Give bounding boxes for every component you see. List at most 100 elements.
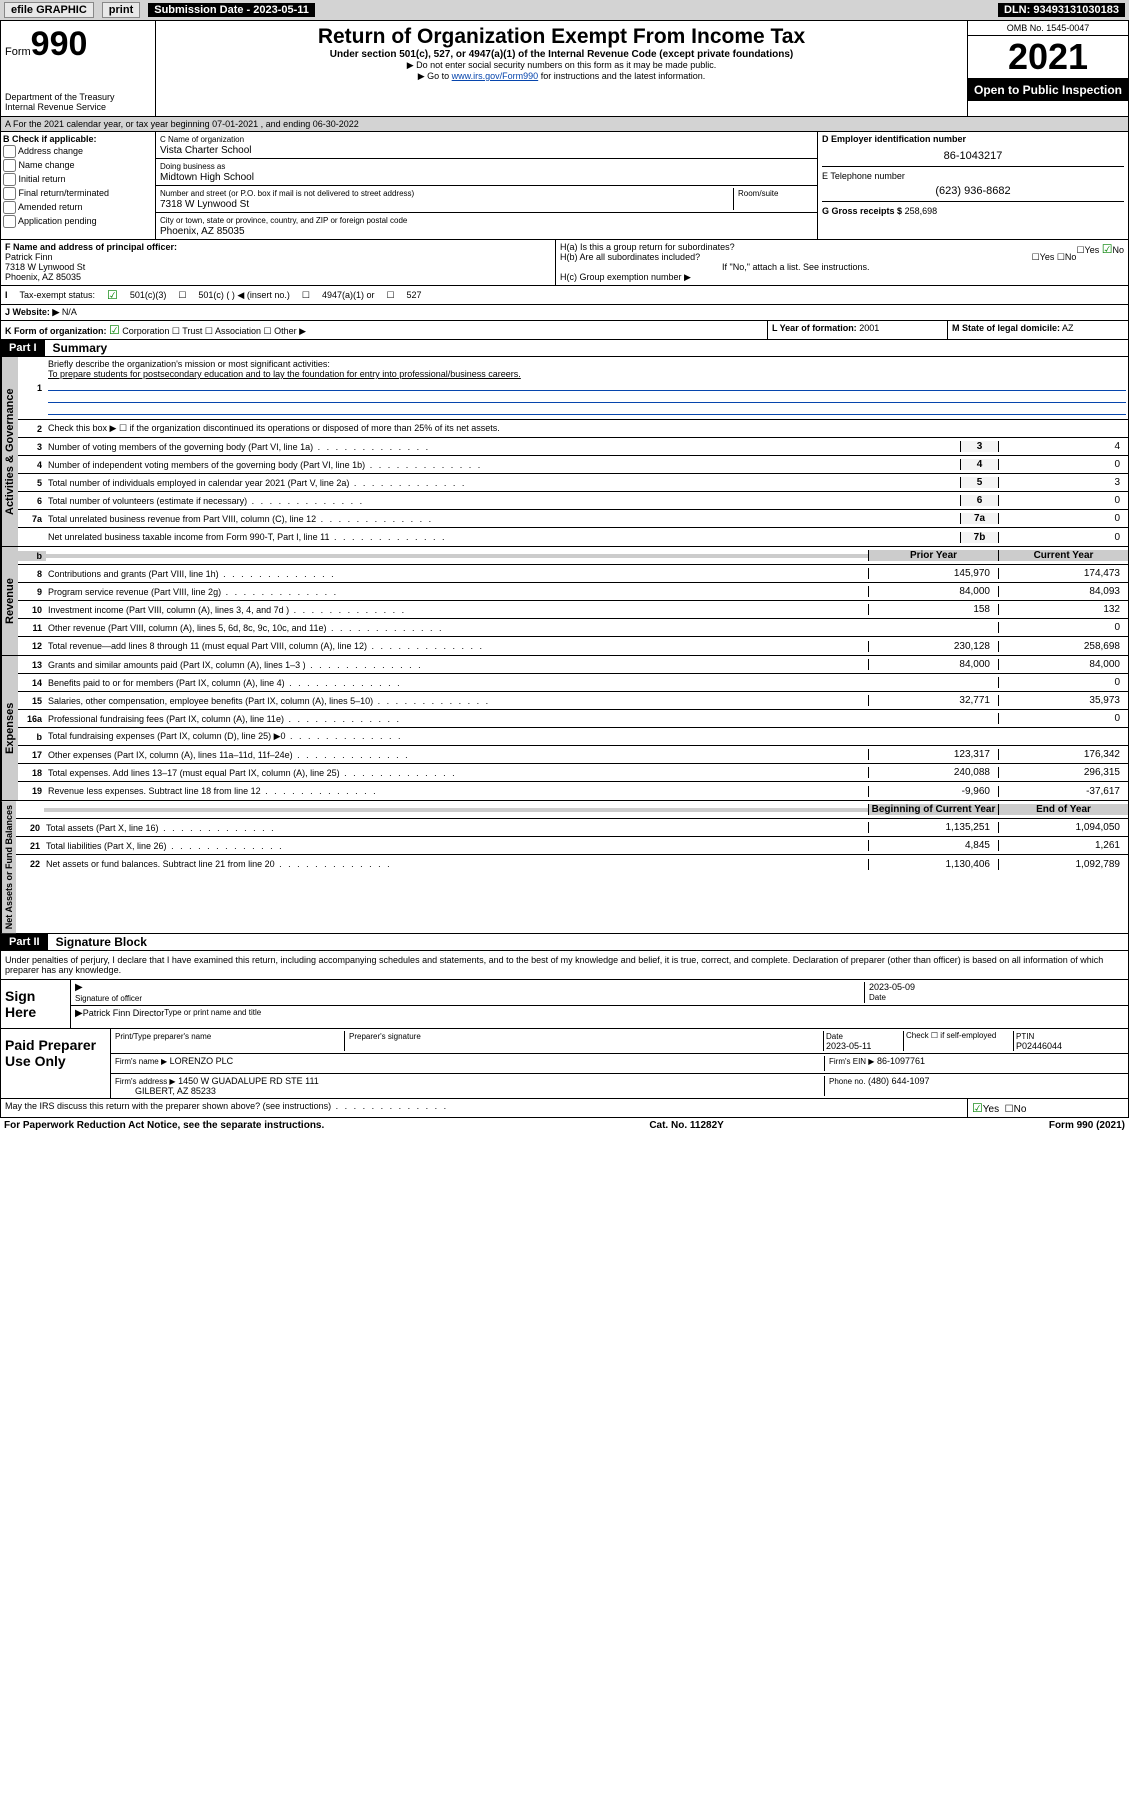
footer-right: Form 990 (2021) — [1049, 1120, 1125, 1131]
ptin-label: PTIN — [1016, 1032, 1034, 1041]
prep-date: 2023-05-11 — [826, 1041, 871, 1051]
sig-officer-label: Signature of officer — [75, 994, 142, 1003]
preparer-label: Paid Preparer Use Only — [1, 1029, 111, 1098]
header-block-bcdeg: B Check if applicable: Address change Na… — [0, 132, 1129, 240]
hb-label: H(b) Are all subordinates included? — [560, 252, 700, 262]
sign-block: Sign Here ▶Signature of officer 2023-05-… — [0, 980, 1129, 1029]
street: 7318 W Lynwood St — [160, 199, 249, 210]
m-label: M State of legal domicile: — [952, 323, 1060, 333]
netassets-section: Net Assets or Fund Balances Beginning of… — [0, 801, 1129, 934]
revenue-section: Revenue bPrior YearCurrent Year 8Contrib… — [0, 547, 1129, 656]
prep-print-label: Print/Type preparer's name — [115, 1032, 211, 1041]
cb-app-pending[interactable]: Application pending — [3, 215, 153, 228]
firm-label: Firm's name ▶ — [115, 1057, 167, 1066]
dba-name: Midtown High School — [160, 172, 254, 183]
section-fh: F Name and address of principal officer:… — [0, 240, 1129, 286]
sign-here-label: Sign Here — [1, 980, 71, 1028]
table-row: 6Total number of volunteers (estimate if… — [18, 492, 1128, 510]
i-label: Tax-exempt status: — [20, 290, 96, 300]
table-row: 13Grants and similar amounts paid (Part … — [18, 656, 1128, 674]
room-label: Room/suite — [738, 189, 778, 198]
submission-date: Submission Date - 2023-05-11 — [148, 3, 315, 17]
public-inspection: Open to Public Inspection — [968, 79, 1128, 101]
part2-header: Part II Signature Block — [0, 934, 1129, 951]
table-row: 12Total revenue—add lines 8 through 11 (… — [18, 637, 1128, 655]
firm-phone-label: Phone no. — [829, 1077, 865, 1086]
ein: 86-1043217 — [822, 150, 1124, 162]
table-row: 8Contributions and grants (Part VIII, li… — [18, 565, 1128, 583]
discuss-row: May the IRS discuss this return with the… — [0, 1099, 1129, 1118]
table-row: 3Number of voting members of the governi… — [18, 438, 1128, 456]
cb-initial-return[interactable]: Initial return — [3, 173, 153, 186]
irs-label: Internal Revenue Service — [5, 102, 151, 112]
firm-ein: 86-1097761 — [877, 1056, 925, 1066]
governance-section: Activities & Governance 1Briefly describ… — [0, 357, 1129, 547]
hc-label: H(c) Group exemption number ▶ — [560, 272, 1124, 283]
firm-addr2: GILBERT, AZ 85233 — [135, 1086, 216, 1096]
c-label: C Name of organization — [160, 135, 244, 144]
col-begin: Beginning of Current Year — [868, 804, 998, 815]
table-row: 5Total number of individuals employed in… — [18, 474, 1128, 492]
g-label: G Gross receipts $ — [822, 206, 902, 216]
form-number: 990 — [31, 25, 88, 63]
l1-label: Briefly describe the organization's miss… — [48, 359, 330, 369]
preparer-block: Paid Preparer Use Only Print/Type prepar… — [0, 1029, 1129, 1099]
col-curr: Current Year — [998, 550, 1128, 561]
ein-label: Firm's EIN ▶ — [829, 1057, 874, 1066]
gross-receipts: 258,698 — [905, 206, 938, 216]
table-row: 19Revenue less expenses. Subtract line 1… — [18, 782, 1128, 800]
officer-printed: Patrick Finn Director — [83, 1008, 165, 1024]
table-row: 16aProfessional fundraising fees (Part I… — [18, 710, 1128, 728]
tab-governance: Activities & Governance — [1, 357, 18, 546]
j-label: Website: ▶ — [13, 307, 60, 317]
cb-final-return[interactable]: Final return/terminated — [3, 187, 153, 200]
section-a: A For the 2021 calendar year, or tax yea… — [0, 117, 1129, 132]
e-label: E Telephone number — [822, 171, 905, 181]
l-label: L Year of formation: — [772, 323, 857, 333]
mission-text: To prepare students for postsecondary ed… — [48, 369, 521, 379]
page-footer: For Paperwork Reduction Act Notice, see … — [0, 1118, 1129, 1133]
part1-badge: Part I — [1, 340, 45, 356]
cb-address-change[interactable]: Address change — [3, 145, 153, 158]
firm-addr1: 1450 W GUADALUPE RD STE 111 — [178, 1076, 319, 1086]
table-row: 21Total liabilities (Part X, line 26)4,8… — [16, 837, 1128, 855]
omb-number: OMB No. 1545-0047 — [968, 21, 1128, 36]
top-bar: efile GRAPHIC print Submission Date - 20… — [0, 0, 1129, 20]
cb-name-change[interactable]: Name change — [3, 159, 153, 172]
section-deg: D Employer identification number 86-10432… — [818, 132, 1128, 239]
instr-ssn: ▶ Do not enter social security numbers o… — [164, 60, 959, 71]
ptin: P02446044 — [1016, 1041, 1062, 1051]
table-row: 17Other expenses (Part IX, column (A), l… — [18, 746, 1128, 764]
website: N/A — [62, 307, 77, 317]
instr-pre: ▶ Go to — [418, 71, 452, 81]
table-row: 10Investment income (Part VIII, column (… — [18, 601, 1128, 619]
col-end: End of Year — [998, 804, 1128, 815]
irs-link[interactable]: www.irs.gov/Form990 — [452, 71, 539, 81]
officer-addr1: 7318 W Lynwood St — [5, 262, 85, 272]
tab-revenue: Revenue — [1, 547, 18, 655]
prep-date-label: Date — [826, 1032, 843, 1041]
officer-name: Patrick Finn — [5, 252, 53, 262]
table-row: 9Program service revenue (Part VIII, lin… — [18, 583, 1128, 601]
tab-expenses: Expenses — [1, 656, 18, 800]
section-i: I Tax-exempt status: ☑ 501(c)(3) ☐ 501(c… — [0, 286, 1129, 305]
phone: (623) 936-8682 — [822, 185, 1124, 197]
dba-label: Doing business as — [160, 162, 225, 171]
footer-mid: Cat. No. 11282Y — [649, 1120, 723, 1131]
firm-name: LORENZO PLC — [170, 1056, 234, 1066]
penalty-statement: Under penalties of perjury, I declare th… — [0, 951, 1129, 980]
cb-amended[interactable]: Amended return — [3, 201, 153, 214]
firm-phone: (480) 644-1097 — [868, 1076, 930, 1086]
d-label: D Employer identification number — [822, 134, 966, 144]
efile-tag: efile GRAPHIC — [4, 2, 94, 18]
h-note: If "No," attach a list. See instructions… — [560, 262, 1124, 272]
expenses-section: Expenses 13Grants and similar amounts pa… — [0, 656, 1129, 801]
print-button[interactable]: print — [102, 2, 140, 18]
officer-addr2: Phoenix, AZ 85035 — [5, 272, 81, 282]
printed-label: Type or print name and title — [164, 1008, 261, 1024]
section-b: B Check if applicable: Address change Na… — [1, 132, 156, 239]
b-label: B Check if applicable: — [3, 134, 153, 144]
org-name: Vista Charter School — [160, 145, 252, 156]
ha-label: H(a) Is this a group return for subordin… — [560, 242, 735, 252]
prep-sig-label: Preparer's signature — [349, 1032, 421, 1041]
